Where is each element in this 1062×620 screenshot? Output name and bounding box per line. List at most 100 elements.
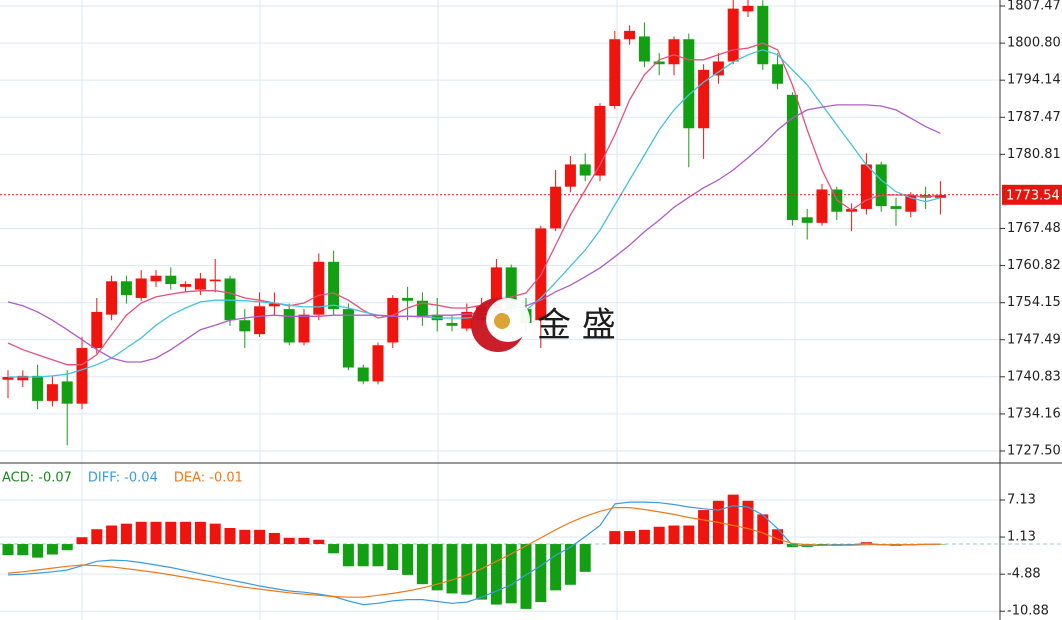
candle-body — [757, 5, 769, 65]
candle-body — [32, 375, 44, 401]
macd-bar — [638, 529, 650, 545]
candle-body — [283, 309, 295, 343]
candle-body — [609, 39, 621, 106]
y-tick-label: 1740.83 — [1007, 369, 1061, 384]
candle-body — [668, 39, 680, 65]
candle-body — [120, 281, 132, 296]
candle-body — [254, 306, 266, 335]
macd-bar — [298, 537, 310, 545]
macd-bar — [165, 521, 177, 545]
macd-bar — [328, 544, 340, 554]
macd-bar — [431, 544, 443, 591]
macd-bar — [520, 544, 532, 609]
macd-bar — [609, 531, 621, 545]
candle-body — [387, 297, 399, 343]
macd-bar — [357, 544, 369, 567]
candle-body — [150, 275, 162, 282]
macd-bar — [505, 544, 517, 604]
watermark: 金 盛 — [471, 298, 616, 352]
macd-bar — [683, 525, 695, 545]
macd-bar — [106, 525, 118, 545]
macd-bar — [476, 544, 488, 600]
candle-body — [135, 278, 147, 298]
candle-body — [461, 311, 473, 329]
macd-bar — [446, 544, 458, 594]
candle-body — [298, 314, 310, 343]
y-tick-label: 1754.15 — [1007, 295, 1061, 310]
macd-bar — [76, 537, 88, 545]
macd-bar — [32, 544, 44, 558]
macd-bar — [46, 544, 58, 555]
y-tick-label: 1727.50 — [1007, 443, 1061, 458]
y-tick-label: 1780.81 — [1007, 147, 1061, 162]
macd-bar — [742, 500, 754, 545]
macd-bar — [698, 510, 710, 545]
macd-bar — [579, 544, 591, 572]
logo-dot — [494, 313, 510, 329]
candle-body — [624, 30, 636, 40]
legend-entry: DIFF: -0.04 — [88, 471, 158, 486]
macd-bar — [2, 544, 14, 556]
candle-body — [638, 36, 650, 62]
macd-bar — [535, 544, 547, 603]
macd-bar — [224, 527, 236, 545]
y-tick-label: 1767.48 — [1007, 221, 1061, 236]
y-tick-label: -10.88 — [1007, 604, 1049, 619]
macd-bar — [387, 544, 399, 570]
candle-body — [17, 375, 29, 381]
current-price-label: 1773.54 — [1006, 188, 1060, 203]
candle-body — [61, 381, 73, 404]
candle-body — [505, 267, 517, 310]
candle-body — [91, 311, 103, 349]
candle-body — [890, 206, 902, 209]
y-tick-label: 1794.14 — [1007, 73, 1061, 88]
y-tick-label: 1747.49 — [1007, 332, 1061, 347]
macd-bar — [61, 544, 73, 551]
macd-bar — [91, 529, 103, 545]
candle-body — [239, 320, 251, 332]
macd-bar — [254, 529, 266, 545]
macd-bar — [180, 521, 192, 545]
candle-body — [416, 300, 428, 318]
candle-body — [786, 94, 798, 221]
candle-body — [2, 376, 14, 380]
y-tick-label: 7.13 — [1007, 493, 1036, 508]
candle-body — [76, 348, 88, 404]
candle-body — [313, 261, 325, 315]
macd-bar — [209, 523, 221, 545]
current-price-box — [1002, 184, 1062, 205]
candle-body — [328, 261, 340, 310]
macd-bar — [283, 537, 295, 545]
legend-entry: ACD: -0.07 — [2, 471, 72, 486]
candle-body — [875, 164, 887, 207]
y-tick-label: 1734.16 — [1007, 406, 1061, 421]
candle-body — [594, 105, 606, 176]
macd-bar — [757, 514, 769, 545]
line — [7, 42, 941, 366]
candle-body — [801, 217, 813, 223]
candle-body — [772, 64, 784, 84]
line — [7, 501, 941, 606]
macd-bar — [564, 544, 576, 585]
macd-bar — [416, 544, 428, 585]
candle-body — [209, 279, 221, 282]
line — [7, 507, 941, 598]
macd-bar — [550, 544, 562, 591]
macd-bar — [313, 539, 325, 545]
macd-bar — [135, 521, 147, 545]
candle-body — [905, 195, 917, 212]
candle-body — [934, 195, 946, 198]
macd-bar — [624, 531, 636, 545]
macd-bar — [239, 529, 251, 545]
candle-body — [564, 164, 576, 187]
macd-bar — [17, 544, 29, 556]
candle-body — [372, 345, 384, 382]
candle-body — [727, 8, 739, 62]
macd-bar — [120, 523, 132, 545]
y-tick-label: -4.88 — [1007, 567, 1041, 582]
candle-body — [653, 61, 665, 65]
candle-body — [402, 297, 414, 301]
candle-body — [224, 278, 236, 321]
